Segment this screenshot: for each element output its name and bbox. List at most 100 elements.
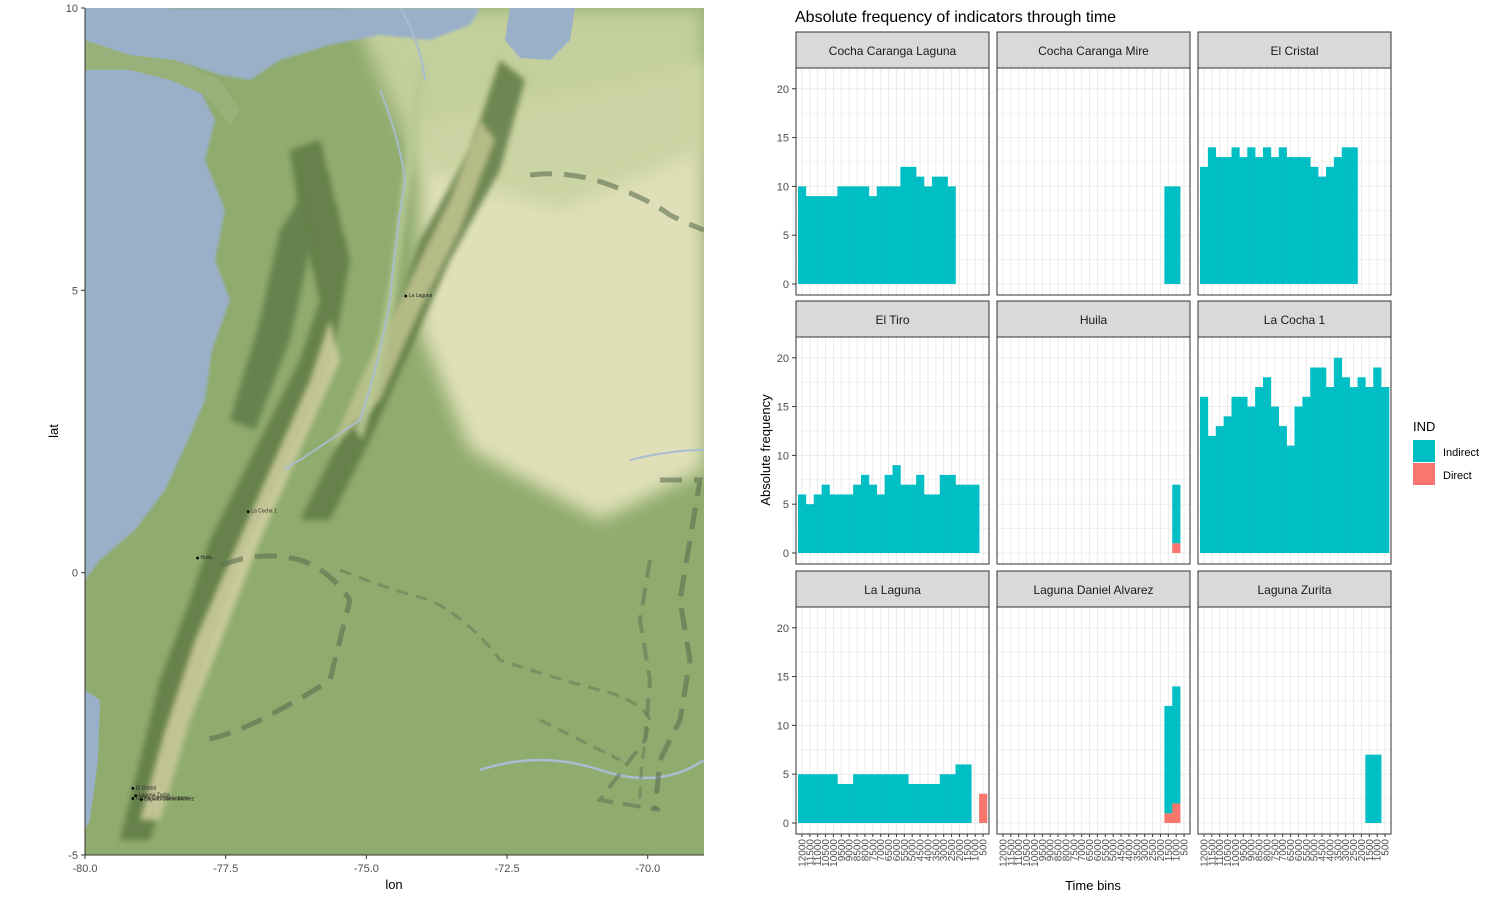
facet-title: Laguna Zurita: [1257, 583, 1331, 597]
x-tick-label: -70.0: [635, 863, 660, 875]
facet-bar-chart: Absolute frequency of indicators through…: [758, 9, 1479, 893]
x-tick-label: 1000: [1373, 839, 1384, 862]
bar-indirect: [955, 484, 964, 553]
bar-indirect: [1207, 147, 1217, 284]
x-tick-label: 11000: [813, 839, 824, 867]
x-tick-label: -75.0: [354, 863, 379, 875]
bar-indirect: [1365, 387, 1374, 553]
bar-indirect: [1215, 157, 1224, 284]
bar-indirect: [939, 774, 948, 823]
x-tick-label: -77.5: [213, 863, 238, 875]
bar-indirect: [1263, 377, 1272, 553]
x-tick-label: 5000: [1109, 839, 1120, 862]
bar-indirect: [931, 494, 941, 553]
bar-indirect: [908, 166, 917, 284]
x-tick-label: 8500: [853, 839, 864, 862]
x-tick-label: 10500: [821, 839, 832, 867]
facet-title: La Cocha 1: [1264, 313, 1326, 327]
chart-y-axis-label: Absolute frequency: [758, 394, 773, 506]
y-tick-label: 10: [66, 3, 78, 15]
bar-indirect: [868, 484, 878, 553]
bar-indirect: [1333, 157, 1343, 284]
bar-indirect: [876, 186, 885, 284]
bar-indirect: [837, 783, 846, 823]
bar-indirect: [900, 166, 909, 284]
legend-title: IND: [1413, 419, 1435, 434]
bar-indirect: [1278, 147, 1287, 284]
bar-indirect: [963, 764, 972, 823]
panel-border: [996, 336, 1191, 565]
panel-border: [1197, 67, 1392, 296]
facet-strip: [795, 570, 990, 608]
x-tick-label: 500: [979, 839, 990, 856]
bar-indirect: [1200, 166, 1209, 284]
legend: IND Indirect Direct: [1413, 419, 1479, 485]
facet-panel: Huila: [996, 300, 1191, 565]
bar-indirect: [845, 783, 854, 823]
x-tick-label: 9500: [1239, 839, 1250, 862]
bar-indirect: [1270, 406, 1280, 553]
facet-strip: [795, 31, 990, 69]
bar-indirect: [939, 474, 948, 553]
bar-indirect: [853, 186, 862, 284]
facet-panel: La Laguna0510152012000115001100010500100…: [777, 570, 990, 867]
site-points: La Laguna La Cocha 1 Huila El Cristal Laguna…: [131, 293, 433, 803]
bar-indirect: [1223, 416, 1232, 553]
bar-indirect: [916, 176, 925, 284]
x-tick-label: 6500: [884, 839, 895, 862]
x-tick-label: 3500: [1333, 839, 1344, 862]
x-tick-label: 6000: [1093, 839, 1104, 862]
panel-background: [997, 68, 1190, 295]
legend-label-indirect: Indirect: [1443, 447, 1479, 459]
bar-indirect: [829, 196, 838, 284]
x-tick-label: 11500: [805, 839, 816, 867]
bar-indirect: [829, 774, 838, 823]
bar-indirect: [845, 494, 854, 553]
bar-indirect: [1239, 396, 1248, 553]
bar-indirect: [813, 196, 822, 284]
bar-indirect: [939, 176, 948, 284]
x-tick-label: 500: [1180, 839, 1191, 856]
x-tick-label: 9000: [1046, 839, 1057, 862]
panel-background: [997, 337, 1190, 564]
x-tick-label: 4500: [1117, 839, 1128, 862]
site-point: [139, 798, 143, 802]
y-tick-label: 15: [777, 402, 789, 414]
legend-label-direct: Direct: [1443, 470, 1472, 482]
bar-indirect: [1255, 387, 1264, 553]
bar-indirect: [837, 186, 846, 284]
bar-indirect: [1357, 377, 1366, 553]
x-tick-label: 10500: [1022, 839, 1033, 867]
bar-indirect: [1294, 406, 1303, 553]
y-tick-label: 0: [783, 279, 789, 291]
facet-panel: La Cocha 1: [1197, 300, 1392, 565]
x-tick-label: 11500: [1207, 839, 1218, 867]
y-tick-label: 0: [783, 548, 789, 560]
panel-background: [997, 607, 1190, 834]
facet-title: El Cristal: [1270, 44, 1318, 58]
bar-indirect: [1310, 367, 1319, 553]
bar-indirect: [1349, 147, 1358, 284]
map-panel: La Laguna La Cocha 1 Huila El Cristal Laguna…: [46, 3, 704, 892]
bar-indirect: [1326, 387, 1335, 553]
facet-title: Cocha Caranga Mire: [1038, 44, 1149, 58]
map-x-axis-label: lon: [385, 877, 402, 892]
panel-border: [996, 606, 1191, 835]
x-tick-label: 1000: [1172, 839, 1183, 862]
terrain-basemap: La Laguna La Cocha 1 Huila El Cristal Laguna…: [85, 8, 704, 855]
x-tick-label: 5500: [1101, 839, 1112, 862]
bar-indirect: [1318, 367, 1327, 553]
site-point: [134, 794, 138, 798]
bar-indirect: [798, 774, 807, 823]
bar-indirect: [861, 186, 870, 284]
x-tick-label: 4000: [1124, 839, 1135, 862]
panel-border: [795, 606, 990, 835]
bar-indirect: [1200, 396, 1209, 553]
panel-border: [795, 336, 990, 565]
facet-panel: El Tiro 0 5 10 15 20: [777, 300, 990, 565]
bar-indirect: [1164, 705, 1173, 814]
y-tick-label: 20: [777, 353, 789, 365]
bar-indirect: [853, 774, 862, 823]
x-tick-label: 3500: [1132, 839, 1143, 862]
site-point: [196, 556, 199, 560]
